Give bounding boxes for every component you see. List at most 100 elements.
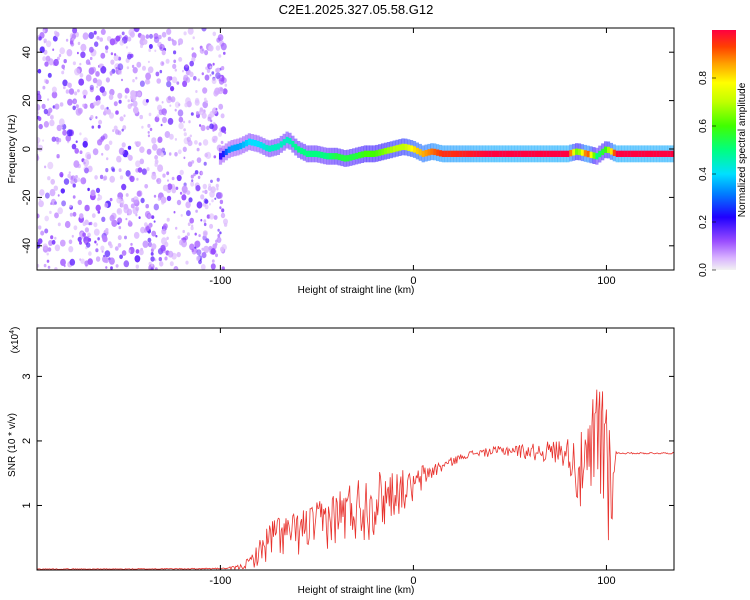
spectrogram-noise-cell [193,76,197,81]
spectrogram-noise-cell [109,244,113,249]
spectrogram-noise-cell [95,116,98,119]
spectrogram-noise-cell [160,123,163,127]
spectrogram-noise-cell [154,159,159,165]
spectrogram-noise-cell [138,216,141,220]
spectrogram-signal-cell [337,153,341,161]
spectrogram-noise-cell [202,190,205,193]
spectrogram-noise-cell [158,257,162,262]
spectrogram-signal-cell [621,150,625,157]
spectrogram-noise-cell [191,47,194,51]
spectrogram-noise-cell [86,242,91,248]
spectrogram-signal-cell [638,150,642,157]
spectrogram-signal-cell [340,154,344,161]
spectrogram-noise-cell [109,88,115,96]
spectrogram-signal-cell [554,150,558,157]
spectrogram-noise-cell [151,173,157,180]
spectrogram-noise-cell [60,188,65,194]
spectrogram-noise-cell [177,149,182,155]
spectrogram-noise-cell [215,45,221,51]
spectrogram-noise-cell [161,201,165,205]
spectrogram-noise-cell [187,28,194,35]
spectrogram-signal-cell [366,150,370,157]
spectrogram-ytick-label: 20 [21,94,33,106]
spectrogram-noise-cell [139,146,145,153]
spectrogram-signal-cell [331,153,335,160]
spectrogram-noise-cell [177,235,181,239]
spectrogram-noise-cell [167,95,172,101]
spectrogram-noise-cell [155,71,160,77]
spectrogram-signal-cell [650,150,654,157]
spectrogram-noise-cell [127,36,132,42]
spectrogram-noise-cell [47,265,51,269]
spectrogram-noise-cell [209,123,214,130]
spectrogram-noise-cell [110,59,115,65]
chart-title: C2E1.2025.327.05.58.G12 [279,2,434,17]
spectrogram-noise-cell [123,203,129,210]
spectrogram-noise-cell [49,60,54,66]
spectrogram-noise-cell [79,213,84,219]
spectrogram-noise-cell [202,87,208,94]
spectrogram-noise-cell [140,44,143,49]
spectrogram-noise-cell [83,159,90,167]
spectrogram-noise-cell [200,194,205,200]
spectrogram-noise-cell [166,28,172,35]
spectrogram-noise-cell [51,91,58,99]
spectrogram-noise-cell [200,124,206,132]
snr-ytick-label: 2 [21,438,33,444]
spectrogram-signal-cell [560,150,564,157]
spectrogram-noise-cell [218,131,222,137]
spectrogram-signal-cell [482,150,486,157]
spectrogram-noise-cell [37,137,41,144]
spectrogram-noise-cell [69,40,74,45]
spectrogram-noise-cell [167,250,174,258]
spectrogram-noise-cell [47,72,52,78]
spectrogram-noise-cell [146,148,152,155]
spectrogram-signal-cell [612,149,616,156]
spectrogram-noise-cell [147,237,152,243]
spectrogram-noise-cell [139,80,145,87]
spectrogram-noise-cell [150,267,154,270]
spectrogram-noise-cell [87,258,93,265]
spectrogram-noise-cell [219,206,222,210]
spectrogram-noise-cell [60,126,63,129]
spectrogram-ytick-label: -20 [21,189,33,205]
spectrogram-noise-cell [42,29,46,33]
spectrogram-signal-cell [398,144,402,151]
spectrogram-noise-cell [205,238,210,244]
spectrogram-noise-cell [133,106,139,114]
spectrogram-noise-cell [37,144,44,152]
spectrogram-noise-cell [59,47,65,55]
spectrogram-noise-cell [105,77,110,83]
spectrogram-signal-cell [404,143,408,151]
spectrogram-noise-cell [90,189,96,197]
spectrogram-noise-cell [84,219,89,226]
spectrogram-noise-cell [209,74,212,77]
snr-panel: -100 0 100 1 2 3 Height of straight line (km)… [7,327,675,596]
spectrogram-noise-cell [68,171,71,174]
spectrogram-noise-cell [40,230,45,236]
spectrogram-noise-cell [151,137,157,144]
spectrogram-signal-cell [323,152,327,159]
spectrogram-noise-cell [62,79,68,87]
spectrogram-signal-cell [259,142,263,149]
spectrogram-noise-cell [197,175,201,180]
colorbar-tick-label: 0.2 [698,215,709,229]
spectrogram-noise-cell [50,114,54,120]
spectrogram-noise-cell [118,226,122,230]
spectrogram-noise-cell [139,249,144,256]
spectrogram-noise-cell [213,215,218,220]
spectrogram-signal-cell [525,150,529,157]
spectrogram-signal-cell [517,150,521,157]
spectrogram-noise-cell [163,223,168,230]
spectrogram-noise-cell [133,231,140,239]
spectrogram-noise-cell [179,169,184,176]
spectrogram-signal-cell [511,150,515,157]
spectrogram-noise-cell [119,39,124,46]
spectrogram-noise-cell [100,66,107,74]
spectrogram-noise-cell [198,142,202,146]
spectrogram-noise-cell [109,71,113,75]
spectrogram-signal-cell [459,150,463,157]
spectrogram-noise-cell [61,64,65,70]
spectrogram-noise-cell [63,59,67,64]
spectrogram-noise-cell [157,136,163,143]
